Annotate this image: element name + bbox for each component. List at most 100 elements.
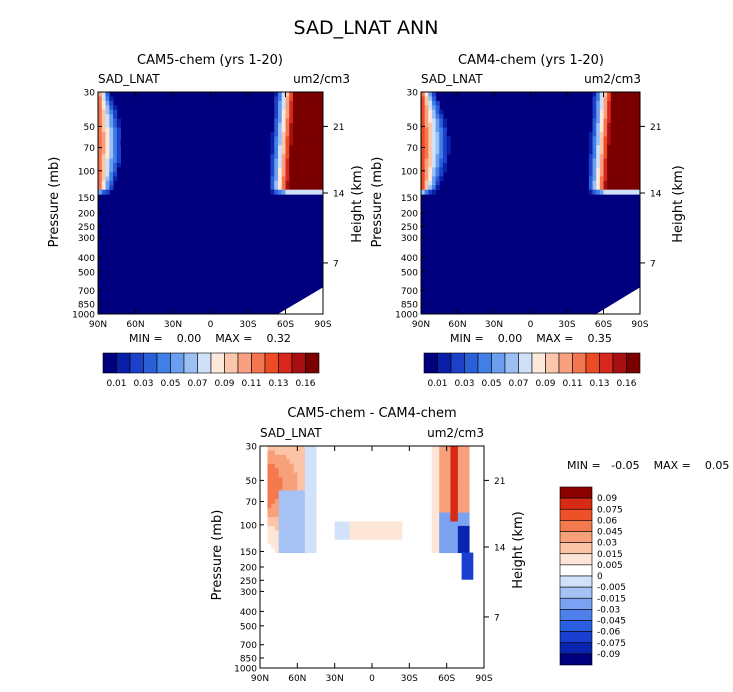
field-cell — [379, 521, 384, 527]
field-cell — [301, 508, 306, 514]
field-cell — [636, 100, 641, 106]
field-cell — [312, 494, 317, 500]
field-cell — [428, 167, 433, 173]
field-cell — [289, 481, 295, 487]
field-cell — [98, 158, 103, 164]
field-cell — [457, 539, 463, 545]
field-cell — [603, 176, 608, 182]
field-cell — [304, 109, 309, 115]
field-cell — [607, 96, 612, 102]
field-cell — [439, 525, 444, 531]
field-cell — [301, 534, 306, 540]
field-cell — [286, 534, 291, 540]
field-cell — [278, 118, 283, 124]
field-cell — [629, 149, 634, 155]
field-cell — [461, 525, 466, 531]
field-cell — [632, 149, 637, 155]
field-cell — [286, 463, 291, 469]
field-cell — [293, 543, 298, 549]
field-cell — [603, 136, 608, 142]
field-cell — [98, 131, 103, 137]
field-cell — [454, 454, 459, 460]
field-cell — [304, 131, 309, 137]
field-cell — [267, 499, 272, 505]
field-cell — [632, 180, 637, 186]
field-cell — [424, 127, 429, 133]
field-cell — [592, 100, 597, 106]
field-cell — [308, 105, 313, 111]
field-cell — [610, 154, 615, 160]
field-cell — [289, 508, 295, 514]
colorbar-swatch — [237, 352, 252, 374]
field-cell — [368, 521, 373, 527]
field-cell — [301, 512, 306, 518]
field-cell — [308, 512, 313, 518]
field-cell — [454, 463, 459, 469]
field-cell — [614, 171, 619, 177]
field-cell — [267, 454, 272, 460]
colorbar-swatch — [558, 352, 573, 374]
field-cell — [465, 481, 470, 487]
field-cell — [113, 171, 118, 177]
field-cell — [435, 517, 440, 522]
field-cell — [469, 557, 474, 562]
field-cell — [271, 530, 276, 536]
colorbar-label: -0.045 — [597, 617, 626, 627]
field-cell — [428, 180, 433, 186]
field-cell — [442, 543, 448, 549]
x-tick-label: 30S — [239, 320, 256, 330]
field-cell — [465, 548, 470, 554]
field-cell — [282, 446, 287, 451]
colorbar-label: -0.075 — [597, 639, 626, 649]
field-cell — [454, 530, 459, 536]
field-cell — [109, 127, 114, 133]
colorbar: 0.090.0750.060.0450.030.0150.0050-0.005-… — [559, 486, 626, 666]
field-cell — [588, 145, 594, 151]
field-cell — [435, 468, 440, 474]
field-cell — [271, 525, 276, 531]
field-cell — [454, 539, 459, 545]
field-cell — [607, 127, 612, 133]
field-cell — [274, 96, 279, 102]
field-cell — [465, 494, 470, 500]
field-cell — [461, 552, 466, 558]
field-cell — [270, 180, 275, 186]
field-cell — [297, 539, 302, 545]
field-cell — [311, 154, 316, 160]
field-cell — [465, 565, 470, 571]
field-cell — [629, 140, 634, 146]
colorbar-label: -0.005 — [597, 583, 626, 593]
field-cell — [285, 167, 290, 173]
field-cell — [271, 481, 276, 487]
field-cell — [424, 123, 429, 129]
field-cell — [625, 127, 630, 133]
y-tick-label: 30 — [407, 89, 419, 99]
field-cell — [431, 499, 436, 505]
field-cell — [304, 454, 310, 460]
variable-label: SAD_LNAT — [421, 72, 483, 86]
field-cell — [113, 118, 118, 124]
field-cell — [271, 534, 276, 540]
field-cell — [312, 450, 317, 456]
x-tick-label: 90N — [89, 320, 107, 330]
field-cell — [610, 158, 615, 164]
field-cell — [454, 481, 459, 487]
field-cell — [109, 180, 114, 186]
field-cell — [431, 171, 437, 177]
field-cell — [421, 176, 426, 182]
field-cell — [435, 123, 440, 129]
field-cell — [289, 118, 294, 124]
field-cell — [428, 131, 433, 137]
field-cell — [304, 158, 309, 164]
field-cell — [289, 154, 294, 160]
field-cell — [603, 149, 608, 155]
field-cell — [101, 96, 106, 102]
colorbar-swatch — [559, 653, 593, 666]
field-cell — [435, 454, 440, 460]
field-cell — [315, 105, 320, 111]
field-cell — [315, 176, 320, 182]
field-cell — [596, 136, 601, 142]
field-cell — [599, 158, 604, 164]
field-cell — [603, 167, 608, 173]
field-cell — [618, 176, 623, 182]
